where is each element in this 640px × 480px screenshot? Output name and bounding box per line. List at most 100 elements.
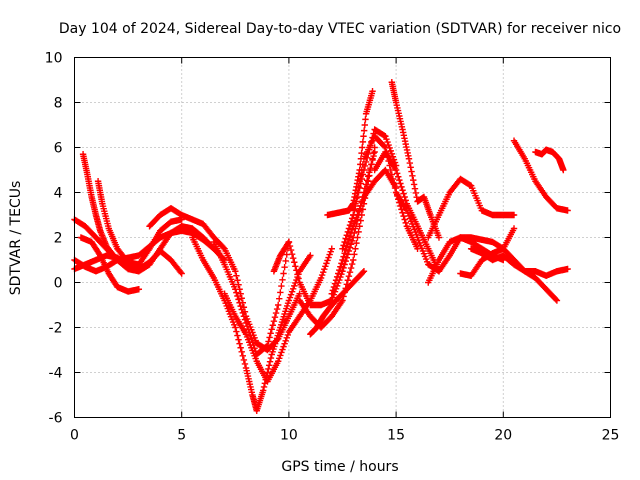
data-point bbox=[285, 297, 293, 304]
data-point bbox=[291, 259, 298, 266]
data-point bbox=[276, 355, 283, 362]
data-point bbox=[279, 276, 286, 283]
data-point bbox=[401, 193, 408, 201]
data-point bbox=[368, 161, 375, 168]
data-point bbox=[328, 245, 335, 252]
data-point bbox=[344, 228, 352, 236]
chart-title: Day 104 of 2024, Sidereal Day-to-day VTE… bbox=[59, 21, 621, 37]
data-point bbox=[369, 155, 376, 162]
data-point bbox=[355, 183, 362, 191]
data-point bbox=[267, 354, 275, 362]
data-point bbox=[357, 202, 364, 209]
data-point bbox=[283, 334, 290, 342]
data-point bbox=[282, 257, 289, 265]
data-point bbox=[350, 211, 357, 219]
data-point bbox=[340, 264, 347, 272]
data-point bbox=[393, 170, 401, 177]
data-point bbox=[389, 175, 397, 183]
data-point bbox=[237, 290, 244, 297]
data-point bbox=[342, 257, 349, 265]
data-point bbox=[294, 271, 301, 278]
data-point bbox=[359, 196, 367, 204]
data-point bbox=[277, 289, 284, 296]
data-point bbox=[342, 235, 349, 242]
data-point bbox=[323, 260, 330, 267]
data-point bbox=[363, 177, 371, 184]
series-arc-16 bbox=[339, 126, 400, 252]
data-point bbox=[366, 172, 373, 179]
data-point bbox=[235, 296, 242, 303]
data-point bbox=[234, 332, 241, 339]
data-point bbox=[271, 313, 279, 321]
data-point bbox=[238, 348, 245, 355]
data-point bbox=[273, 305, 281, 313]
data-point bbox=[296, 290, 303, 297]
data-point bbox=[234, 277, 241, 284]
data-point bbox=[385, 141, 392, 149]
data-point bbox=[348, 237, 356, 245]
data-point bbox=[382, 133, 389, 140]
data-point bbox=[346, 221, 354, 229]
data-point bbox=[238, 295, 245, 302]
data-point bbox=[564, 265, 571, 273]
data-point bbox=[289, 285, 297, 292]
data-point bbox=[409, 172, 416, 180]
data-point bbox=[387, 147, 394, 155]
data-point bbox=[359, 138, 367, 146]
data-point bbox=[238, 306, 245, 313]
data-point bbox=[381, 143, 388, 150]
data-point bbox=[268, 326, 275, 333]
series-arc-04 bbox=[79, 151, 143, 275]
data-point bbox=[270, 318, 278, 325]
data-point bbox=[274, 301, 282, 309]
data-point bbox=[359, 161, 367, 168]
data-point bbox=[335, 270, 342, 277]
series-arc-08 bbox=[189, 234, 314, 414]
data-point bbox=[396, 176, 403, 184]
data-point bbox=[295, 275, 302, 282]
series-arc-25 bbox=[510, 137, 571, 214]
data-point bbox=[352, 200, 359, 207]
data-point bbox=[345, 247, 353, 255]
data-point bbox=[259, 387, 267, 394]
data-point bbox=[276, 295, 283, 302]
data-point bbox=[352, 217, 359, 224]
data-point bbox=[397, 180, 404, 187]
data-point bbox=[289, 255, 297, 262]
data-point bbox=[284, 331, 292, 339]
data-point bbox=[339, 245, 346, 252]
data-point bbox=[339, 256, 346, 264]
data-point bbox=[237, 344, 244, 351]
data-point bbox=[288, 288, 296, 295]
data-point bbox=[265, 338, 272, 345]
data-point bbox=[391, 184, 399, 192]
data-point bbox=[353, 214, 360, 221]
data-point bbox=[322, 263, 329, 270]
data-point bbox=[343, 243, 350, 250]
data-point bbox=[341, 250, 348, 257]
data-point bbox=[278, 349, 285, 356]
data-point bbox=[241, 360, 249, 368]
data-point bbox=[395, 173, 402, 180]
data-point bbox=[357, 172, 364, 179]
data-point bbox=[240, 356, 248, 364]
data-point bbox=[240, 313, 248, 320]
data-point bbox=[333, 273, 341, 281]
x-axis-label: GPS time / hours bbox=[281, 459, 398, 475]
data-point bbox=[341, 238, 348, 246]
data-point bbox=[287, 291, 295, 298]
data-point bbox=[339, 297, 346, 304]
plot-frame bbox=[74, 57, 611, 418]
data-point bbox=[410, 176, 417, 184]
data-point bbox=[553, 297, 561, 304]
data-point bbox=[177, 268, 184, 276]
data-point bbox=[359, 144, 366, 151]
data-point bbox=[357, 217, 364, 224]
series-arc-13 bbox=[307, 268, 368, 338]
x-tick-label: 15 bbox=[387, 428, 405, 444]
data-point bbox=[233, 328, 240, 335]
data-point bbox=[560, 166, 567, 174]
data-point bbox=[266, 358, 274, 365]
data-point bbox=[353, 194, 360, 202]
data-point bbox=[291, 282, 298, 290]
